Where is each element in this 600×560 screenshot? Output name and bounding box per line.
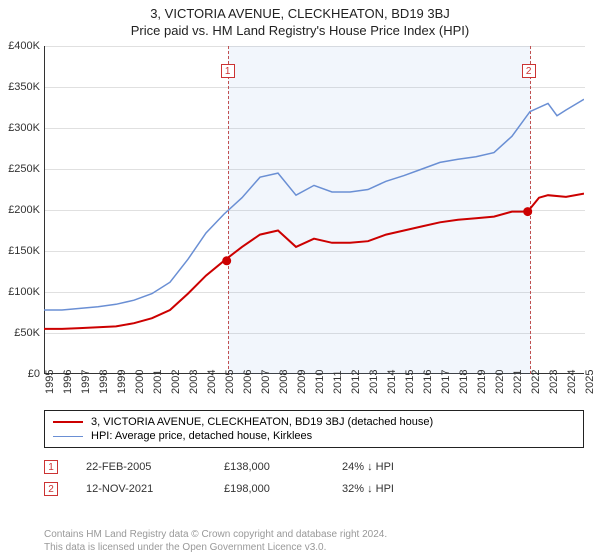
x-axis-label: 2021	[512, 370, 524, 394]
x-axis-label: 1997	[80, 370, 92, 394]
sale-price: £138,000	[224, 461, 314, 473]
x-axis-label: 2012	[350, 370, 362, 394]
legend-swatch	[53, 436, 83, 437]
x-axis-label: 2017	[440, 370, 452, 394]
x-axis-label: 2005	[224, 370, 236, 394]
legend-label: 3, VICTORIA AVENUE, CLECKHEATON, BD19 3B…	[91, 416, 433, 428]
x-axis-label: 2002	[170, 370, 182, 394]
chart-legend: 3, VICTORIA AVENUE, CLECKHEATON, BD19 3B…	[44, 410, 584, 448]
sale-marker-icon: 2	[44, 482, 58, 496]
y-axis-label: £350K	[0, 81, 40, 93]
x-axis-label: 2014	[386, 370, 398, 394]
x-axis-label: 2000	[134, 370, 146, 394]
y-axis-label: £200K	[0, 204, 40, 216]
legend-item-hpi: HPI: Average price, detached house, Kirk…	[53, 429, 575, 443]
x-axis-label: 2011	[332, 370, 344, 394]
y-axis-label: £150K	[0, 245, 40, 257]
series-hpi	[44, 99, 584, 310]
sale-point	[524, 208, 532, 216]
sale-row: 1 22-FEB-2005 £138,000 24% ↓ HPI	[44, 456, 584, 478]
x-axis-label: 2025	[584, 370, 596, 394]
y-axis-label: £50K	[0, 327, 40, 339]
x-axis-label: 1998	[98, 370, 110, 394]
attribution-footer: Contains HM Land Registry data © Crown c…	[44, 528, 584, 554]
x-axis-label: 2009	[296, 370, 308, 394]
x-axis-label: 2004	[206, 370, 218, 394]
x-axis-label: 2015	[404, 370, 416, 394]
x-axis-label: 1999	[116, 370, 128, 394]
footer-line: This data is licensed under the Open Gov…	[44, 541, 584, 554]
x-axis-label: 1996	[62, 370, 74, 394]
y-axis-label: £400K	[0, 40, 40, 52]
legend-label: HPI: Average price, detached house, Kirk…	[91, 430, 312, 442]
sale-vs-hpi: 32% ↓ HPI	[342, 483, 462, 495]
y-axis-label: £0	[0, 368, 40, 380]
sale-marker-icon: 1	[44, 460, 58, 474]
x-axis-label: 2018	[458, 370, 470, 394]
x-axis-label: 2023	[548, 370, 560, 394]
sale-price: £198,000	[224, 483, 314, 495]
x-axis-label: 2008	[278, 370, 290, 394]
x-axis-label: 2019	[476, 370, 488, 394]
x-axis-label: 2010	[314, 370, 326, 394]
page-subtitle: Price paid vs. HM Land Registry's House …	[0, 21, 600, 42]
sales-table: 1 22-FEB-2005 £138,000 24% ↓ HPI 2 12-NOV-202…	[44, 456, 584, 500]
x-axis-label: 2001	[152, 370, 164, 394]
legend-item-property: 3, VICTORIA AVENUE, CLECKHEATON, BD19 3B…	[53, 415, 575, 429]
series-property	[44, 194, 584, 329]
sale-date: 12-NOV-2021	[86, 483, 196, 495]
sale-point	[223, 257, 231, 265]
legend-swatch	[53, 421, 83, 423]
x-axis-label: 2013	[368, 370, 380, 394]
x-axis-label: 1995	[44, 370, 56, 394]
y-axis-label: £250K	[0, 163, 40, 175]
x-axis-label: 2003	[188, 370, 200, 394]
price-chart: 12 £0£50K£100K£150K£200K£250K£300K£350K£…	[44, 46, 584, 374]
x-axis-label: 2006	[242, 370, 254, 394]
x-axis-label: 2022	[530, 370, 542, 394]
sale-row: 2 12-NOV-2021 £198,000 32% ↓ HPI	[44, 478, 584, 500]
y-axis-label: £100K	[0, 286, 40, 298]
footer-line: Contains HM Land Registry data © Crown c…	[44, 528, 584, 541]
x-axis-label: 2024	[566, 370, 578, 394]
x-axis-label: 2020	[494, 370, 506, 394]
page-title-address: 3, VICTORIA AVENUE, CLECKHEATON, BD19 3B…	[0, 0, 600, 21]
y-axis-label: £300K	[0, 122, 40, 134]
x-axis-label: 2016	[422, 370, 434, 394]
sale-date: 22-FEB-2005	[86, 461, 196, 473]
sale-vs-hpi: 24% ↓ HPI	[342, 461, 462, 473]
x-axis-label: 2007	[260, 370, 272, 394]
